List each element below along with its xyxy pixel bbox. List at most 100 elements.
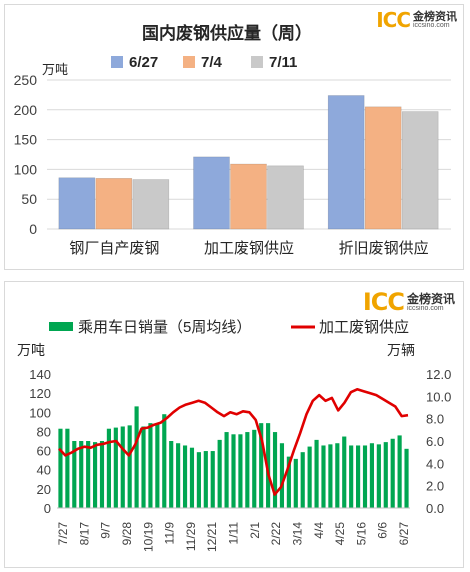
chart2-bar bbox=[307, 446, 312, 508]
chart2-bar bbox=[217, 439, 222, 508]
chart2-y-right-tick: 4.0 bbox=[426, 456, 444, 471]
chart2-bar bbox=[231, 434, 236, 508]
chart2-bar bbox=[404, 448, 409, 508]
chart2-x-tick: 2/1 bbox=[248, 522, 262, 539]
chart2-x-tick: 12/21 bbox=[205, 522, 219, 552]
supply-by-source-chart: ICC 金榜资讯 iccsino.com 国内废钢供应量（周） 万吨 0 50 100 1… bbox=[4, 4, 464, 270]
chart2-y-right-tick: 8.0 bbox=[426, 412, 444, 427]
chart2-bar bbox=[58, 428, 63, 508]
chart2-x-tick: 11/9 bbox=[163, 522, 177, 545]
chart1-legend-swatch bbox=[251, 56, 263, 68]
chart2-bar bbox=[72, 441, 77, 508]
chart2-supply-line bbox=[58, 388, 409, 496]
chart1-x-label: 加工废钢供应 bbox=[204, 239, 294, 257]
chart2-bar bbox=[238, 434, 243, 508]
chart2-bar bbox=[106, 428, 111, 508]
chart2-y-right-tick: 2.0 bbox=[426, 479, 444, 494]
chart2-bar bbox=[259, 423, 264, 508]
chart1-legend-label: 7/4 bbox=[201, 54, 223, 71]
chart2-bar bbox=[293, 458, 298, 508]
chart2-x-tick: 3/14 bbox=[290, 522, 304, 546]
chart1-bar bbox=[364, 106, 402, 230]
logo-mark-2: ICC bbox=[362, 288, 405, 316]
chart2-bar bbox=[349, 445, 354, 508]
chart2-y-right-tick: 0.0 bbox=[426, 501, 444, 516]
chart1-y-tick: 150 bbox=[14, 132, 38, 148]
chart2-bar bbox=[148, 423, 153, 508]
chart2-bar bbox=[203, 451, 208, 508]
chart2-x-tick: 9/7 bbox=[99, 522, 113, 539]
chart2-x-tick: 1/11 bbox=[227, 522, 241, 545]
chart2-bar bbox=[169, 441, 174, 508]
chart2-x-tick: 11/29 bbox=[184, 522, 198, 551]
chart2-bar bbox=[79, 441, 84, 508]
chart1-legend-swatch bbox=[111, 56, 123, 68]
chart1-bar bbox=[267, 165, 304, 230]
chart2-bar bbox=[176, 443, 181, 508]
chart2-bar bbox=[189, 447, 195, 508]
sales-vs-supply-chart: ICC 金榜资讯 iccsino.com 乘用车日销量（5周均线） 加工废钢供应万… bbox=[4, 281, 464, 568]
chart2-bar bbox=[99, 441, 105, 508]
chart2-legend-bar-label: 乘用车日销量（5周均线） bbox=[78, 319, 251, 336]
chart2-x-tick: 7/27 bbox=[56, 522, 70, 546]
chart2-bar bbox=[182, 445, 188, 508]
chart1-y-unit: 万吨 bbox=[42, 62, 68, 77]
chart1-y-tick: 200 bbox=[14, 102, 38, 118]
chart1-x-label: 折旧废钢供应 bbox=[339, 239, 429, 257]
chart1-bar bbox=[95, 178, 133, 230]
chart2-bar bbox=[342, 436, 347, 508]
chart1-bar bbox=[401, 111, 439, 230]
chart2-x-tick: 6/27 bbox=[397, 522, 411, 546]
chart2-bar bbox=[397, 435, 402, 508]
chart2-bar bbox=[210, 451, 215, 508]
chart2-bar bbox=[356, 445, 361, 508]
chart2-bar bbox=[65, 428, 70, 508]
logo-mark: ICC bbox=[376, 8, 411, 32]
chart2-bar bbox=[390, 438, 395, 508]
chart2-bar bbox=[224, 432, 229, 508]
chart1-legend-label: 7/11 bbox=[269, 54, 297, 71]
chart2-x-tick: 8/17 bbox=[77, 522, 91, 546]
chart2-legend-bar-swatch bbox=[49, 322, 73, 331]
chart2-y-right-tick: 12.0 bbox=[426, 367, 451, 382]
chart2-x-tick: 6/6 bbox=[376, 522, 390, 539]
chart2-bar bbox=[155, 423, 160, 508]
chart1-y-tick: 250 bbox=[14, 72, 38, 88]
chart2-y-left-tick: 100 bbox=[29, 405, 51, 420]
chart2-y-left-tick: 20 bbox=[37, 482, 51, 497]
chart2-bar bbox=[92, 442, 98, 508]
chart2-bar bbox=[314, 439, 319, 508]
chart2-y-left-tick: 60 bbox=[37, 444, 51, 459]
chart2-x-tick: 4/25 bbox=[333, 522, 347, 546]
chart2-bar bbox=[376, 444, 381, 508]
chart2-bar bbox=[300, 452, 305, 508]
chart2-y-left-unit: 万吨 bbox=[17, 342, 45, 358]
chart2-bar bbox=[286, 456, 291, 508]
chart1-title: 国内废钢供应量（周） bbox=[142, 23, 312, 43]
chart2-bar bbox=[383, 442, 388, 508]
chart1-y-tick: 50 bbox=[21, 191, 37, 207]
chart1-svg: 国内废钢供应量（周） 万吨 0 50 100 150 200 250 6/27 7/4 7/11 钢厂… bbox=[14, 23, 451, 257]
chart2-y-left-tick: 120 bbox=[29, 386, 51, 401]
chart2-bar bbox=[369, 443, 375, 508]
logo-en-text-2: iccsino.com bbox=[406, 304, 444, 312]
chart1-y-tick: 100 bbox=[14, 161, 38, 177]
logo-en-text: iccsino.com bbox=[413, 22, 450, 29]
chart1-bar bbox=[230, 163, 267, 230]
chart2-bar bbox=[120, 426, 125, 508]
chart2-y-right-unit: 万辆 bbox=[387, 342, 415, 358]
chart2-bar bbox=[252, 429, 257, 508]
chart2-bar bbox=[272, 432, 278, 508]
logo-cn-text-2: 金榜资讯 bbox=[406, 291, 455, 306]
icc-logo-2: ICC 金榜资讯 iccsino.com bbox=[363, 288, 455, 316]
chart1-bar bbox=[132, 179, 170, 230]
chart2-y-left-tick: 40 bbox=[37, 463, 51, 478]
chart1-legend-swatch bbox=[183, 56, 195, 68]
chart1-bar bbox=[58, 177, 96, 230]
chart2-bar bbox=[113, 427, 118, 508]
chart2-x-tick: 5/16 bbox=[354, 522, 368, 546]
chart2-y-left-tick: 80 bbox=[37, 424, 51, 439]
chart2-x-tick: 4/4 bbox=[312, 522, 326, 539]
chart2-bar bbox=[134, 406, 139, 508]
chart2-bar bbox=[162, 414, 167, 508]
